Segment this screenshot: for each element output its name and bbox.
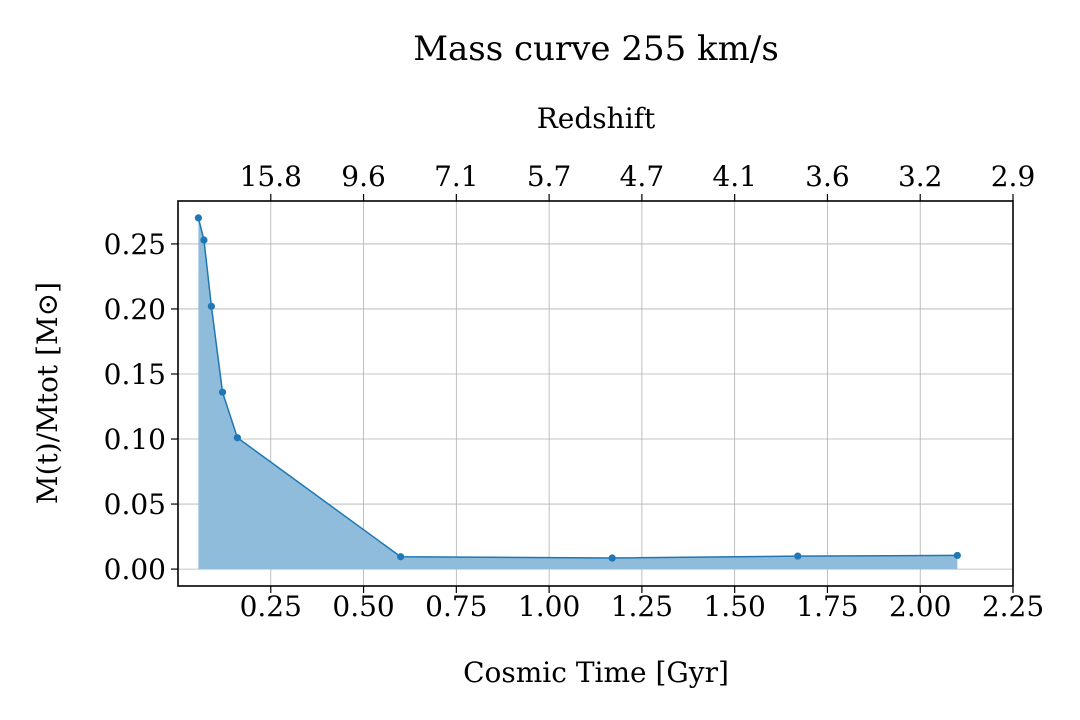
top-tick-label: 4.7: [620, 160, 665, 193]
x-axis-label: Cosmic Time [Gyr]: [463, 656, 729, 689]
top-axis: 15.8 9.6 7.1 5.7 4.7 4.1 3.6 3.2 2.9: [240, 160, 1036, 201]
plot-frame: [177, 200, 1014, 587]
top-tick-label: 3.2: [898, 160, 943, 193]
x-tick-label: 2.25: [982, 590, 1044, 623]
mass-area-fill: [198, 217, 958, 570]
top-tick-label: 5.7: [527, 160, 572, 193]
x-tick-label: 0.25: [240, 590, 302, 623]
y-tick-label: 0.20: [104, 293, 166, 326]
top-tick-label: 2.9: [991, 160, 1036, 193]
y-tick-label: 0.05: [104, 488, 166, 521]
x-tick-label: 2.00: [889, 590, 951, 623]
x-tick-label: 0.75: [425, 590, 487, 623]
data-point: [218, 388, 227, 396]
top-tick-label: 4.1: [712, 160, 757, 193]
y-tick-label: 0.25: [104, 228, 166, 261]
data-point: [953, 551, 961, 560]
y-axis-label: M(t)/Mtot [M⊙]: [31, 282, 64, 504]
top-tick-label: 7.1: [434, 160, 479, 193]
chart-title: Mass curve 255 km/s: [413, 29, 779, 69]
y-axis: 0.00 0.05 0.10 0.15 0.20 0.25: [104, 228, 178, 586]
data-point: [794, 552, 802, 560]
y-tick-label: 0.10: [104, 423, 166, 456]
points-layer: [194, 214, 961, 562]
x-tick-label: 1.25: [611, 590, 673, 623]
x-axis: 0.25 0.50 0.75 1.00 1.25 1.50 1.75 2.00 2.25: [240, 586, 1044, 623]
grid-lines: [178, 201, 1013, 586]
y-tick-label: 0.15: [104, 358, 166, 391]
top-tick-label: 15.8: [240, 160, 302, 193]
area-layer: [198, 217, 958, 570]
data-point: [200, 236, 208, 244]
top-axis-label: Redshift: [537, 102, 656, 135]
data-point: [207, 302, 215, 310]
top-tick-label: 9.6: [341, 160, 386, 193]
top-tick-label: 3.6: [805, 160, 850, 193]
data-point: [194, 214, 203, 222]
data-point: [233, 434, 241, 442]
x-tick-label: 1.00: [518, 590, 580, 623]
data-point: [608, 554, 616, 562]
x-tick-label: 1.75: [796, 590, 858, 623]
x-tick-label: 1.50: [703, 590, 765, 623]
x-tick-label: 0.50: [332, 590, 394, 623]
y-tick-label: 0.00: [104, 553, 166, 586]
data-point: [397, 553, 405, 561]
